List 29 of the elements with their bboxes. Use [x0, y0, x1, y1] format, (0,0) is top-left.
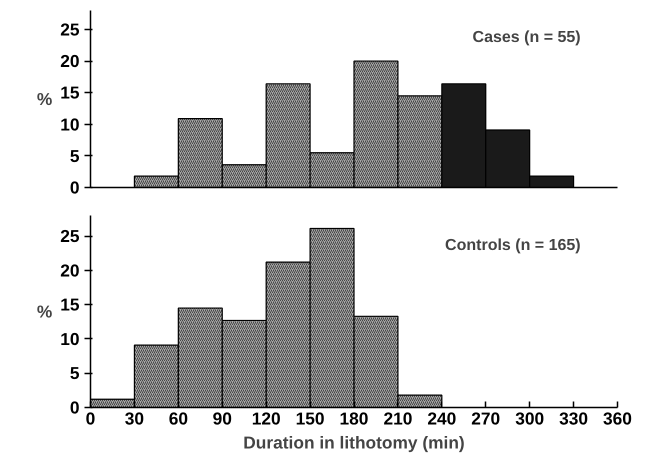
x-axis-title: Duration in lithotomy (min): [243, 432, 465, 452]
annotation: Controls (n = 165): [445, 236, 581, 254]
x-tick-label: 120: [252, 408, 281, 428]
y-tick-label: 5: [70, 363, 80, 384]
y-axis-title: %: [36, 89, 52, 109]
x-tick-label: 300: [515, 408, 544, 428]
x-tick-label: 150: [296, 408, 325, 428]
y-axis-title: %: [36, 302, 52, 322]
x-tick-label: 90: [212, 408, 232, 428]
y-tick-label: 5: [70, 146, 80, 166]
x-tick-label: 360: [603, 408, 632, 428]
y-tick-label: 10: [60, 328, 80, 349]
x-tick-label: 240: [427, 408, 456, 428]
y-tick-label: 0: [70, 178, 80, 198]
y-tick-label: 25: [60, 226, 80, 246]
y-tick-label: 25: [60, 19, 80, 40]
y-tick-label: 15: [60, 82, 80, 103]
x-tick-label: 60: [168, 408, 188, 428]
y-tick-label: 10: [60, 114, 80, 134]
x-tick-label: 30: [124, 408, 144, 428]
y-tick-label: 20: [60, 260, 80, 280]
x-tick-label: 210: [383, 408, 412, 428]
y-tick-label: 20: [60, 51, 80, 72]
x-tick-label: 270: [471, 408, 500, 428]
annotation: Cases (n = 55): [472, 28, 581, 46]
x-tick-label: 0: [86, 408, 96, 428]
y-tick-label: 15: [60, 294, 80, 315]
x-tick-label: 180: [340, 408, 368, 428]
x-tick-label: 330: [559, 408, 588, 428]
